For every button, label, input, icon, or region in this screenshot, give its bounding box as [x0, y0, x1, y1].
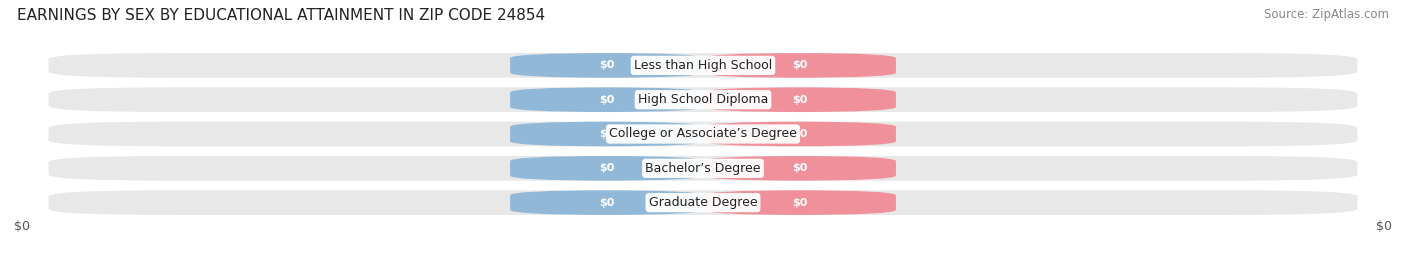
Text: $0: $0 — [1376, 220, 1392, 233]
FancyBboxPatch shape — [48, 190, 1358, 215]
Text: College or Associate’s Degree: College or Associate’s Degree — [609, 128, 797, 140]
Text: EARNINGS BY SEX BY EDUCATIONAL ATTAINMENT IN ZIP CODE 24854: EARNINGS BY SEX BY EDUCATIONAL ATTAINMEN… — [17, 8, 546, 23]
Text: $0: $0 — [792, 95, 807, 105]
Text: Graduate Degree: Graduate Degree — [648, 196, 758, 209]
FancyBboxPatch shape — [48, 156, 1358, 181]
FancyBboxPatch shape — [510, 156, 703, 181]
FancyBboxPatch shape — [510, 190, 703, 215]
Text: Bachelor’s Degree: Bachelor’s Degree — [645, 162, 761, 175]
FancyBboxPatch shape — [510, 87, 703, 112]
FancyBboxPatch shape — [510, 53, 703, 78]
Text: $0: $0 — [792, 129, 807, 139]
FancyBboxPatch shape — [510, 122, 703, 146]
Text: $0: $0 — [792, 60, 807, 70]
Text: $0: $0 — [792, 198, 807, 208]
Text: $0: $0 — [599, 163, 614, 173]
FancyBboxPatch shape — [703, 122, 896, 146]
Text: Less than High School: Less than High School — [634, 59, 772, 72]
Text: $0: $0 — [792, 163, 807, 173]
Text: $0: $0 — [599, 95, 614, 105]
FancyBboxPatch shape — [703, 156, 896, 181]
Text: High School Diploma: High School Diploma — [638, 93, 768, 106]
FancyBboxPatch shape — [48, 53, 1358, 78]
Text: $0: $0 — [599, 60, 614, 70]
Text: $0: $0 — [14, 220, 30, 233]
FancyBboxPatch shape — [703, 87, 896, 112]
FancyBboxPatch shape — [703, 190, 896, 215]
FancyBboxPatch shape — [48, 87, 1358, 112]
Text: $0: $0 — [599, 198, 614, 208]
FancyBboxPatch shape — [48, 122, 1358, 146]
Text: $0: $0 — [599, 129, 614, 139]
FancyBboxPatch shape — [703, 53, 896, 78]
Text: Source: ZipAtlas.com: Source: ZipAtlas.com — [1264, 8, 1389, 21]
